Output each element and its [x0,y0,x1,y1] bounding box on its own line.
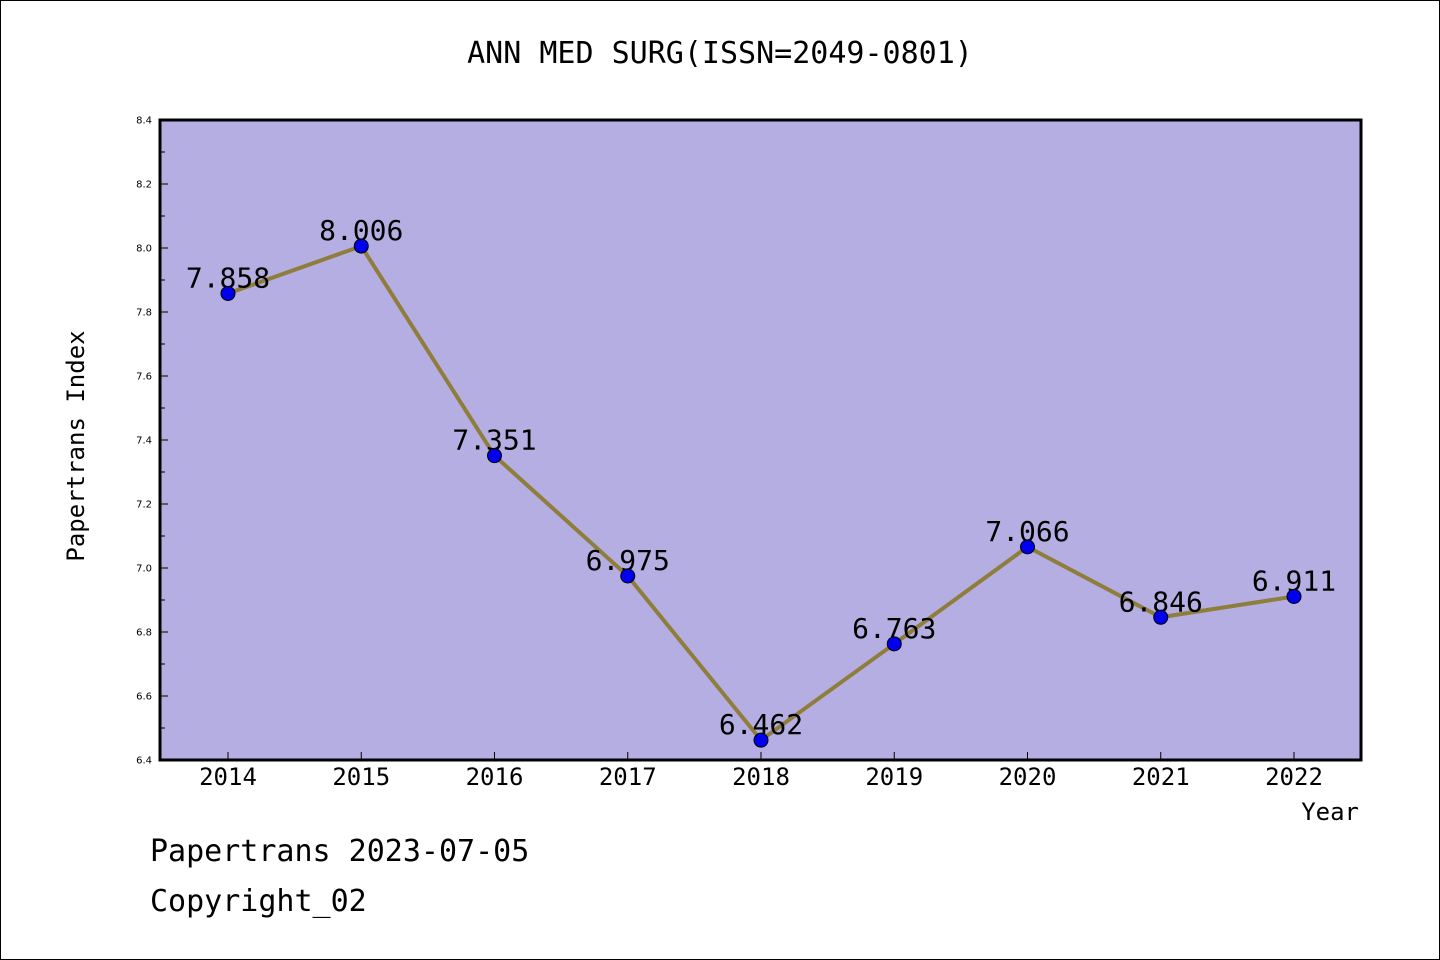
y-axis-label: Papertrans Index [62,330,90,561]
y-tick-label: 7.6 [136,372,152,383]
data-point [620,568,636,584]
y-tick-label: 8.4 [136,116,152,127]
y-tick-label: 8.2 [136,180,152,191]
data-point [753,732,769,748]
x-tick-label: 2018 [732,763,790,791]
x-tick-label: 2019 [865,763,923,791]
y-tick-label: 7.8 [136,308,152,319]
x-tick-label: 2014 [199,763,257,791]
data-point [353,238,369,254]
x-tick-label: 2016 [466,763,524,791]
y-tick-label: 6.6 [136,692,152,703]
data-point [1153,609,1169,625]
x-tick-label: 2021 [1132,763,1190,791]
data-point [220,285,236,301]
data-point [487,448,502,464]
data-point [1286,588,1302,604]
y-tick-label: 7.0 [136,564,152,575]
x-tick-label: 2015 [332,763,390,791]
x-axis-label: Year [1301,798,1359,826]
footer-copyright: Copyright_02 [150,884,367,919]
y-tick-label: 7.4 [136,436,152,447]
y-tick-label: 8.0 [136,244,152,255]
y-tick-label: 7.2 [136,500,152,511]
data-point [1020,539,1035,555]
plot-area [158,118,1363,762]
data-point [886,636,902,652]
footer-date: Papertrans 2023-07-05 [150,834,530,869]
chart-title: ANN MED SURG(ISSN=2049-0801) [467,36,973,71]
x-tick-label: 2022 [1265,763,1323,791]
y-tick-label: 6.4 [136,756,152,767]
y-tick-label: 6.8 [136,628,152,639]
x-tick-label: 2020 [999,763,1057,791]
x-tick-label: 2017 [599,763,657,791]
